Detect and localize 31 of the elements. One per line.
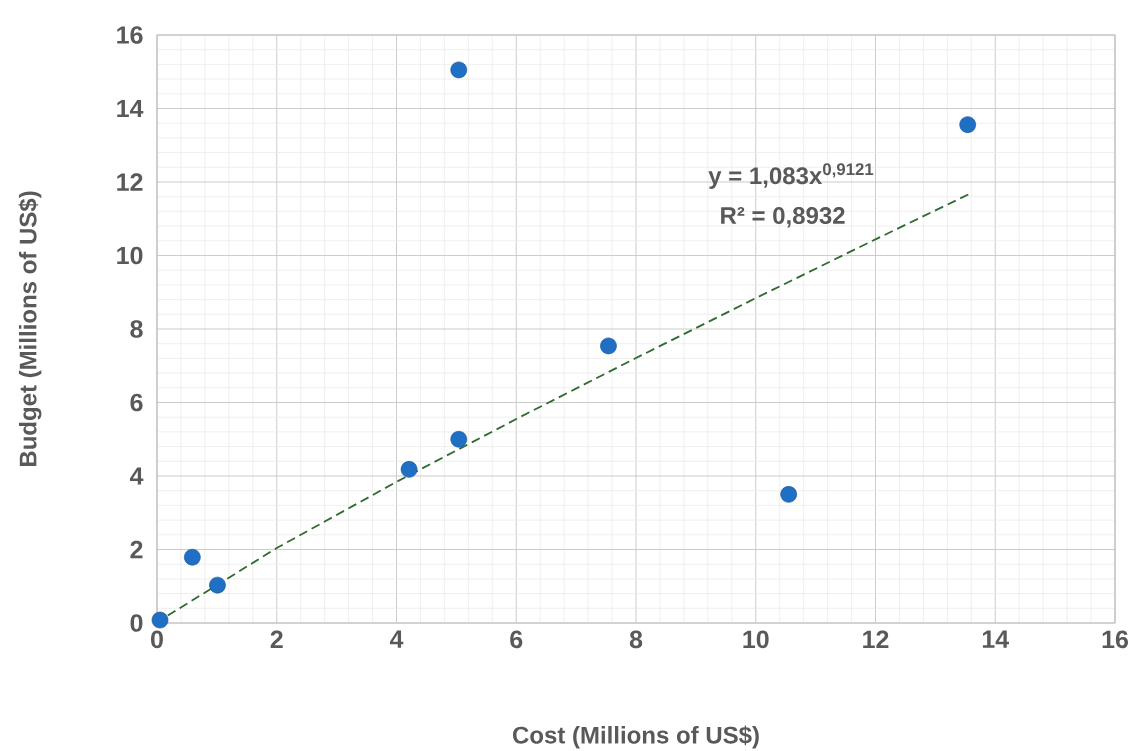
x-tick-label: 6 xyxy=(510,630,523,649)
x-tick-label: 2 xyxy=(270,630,283,648)
point xyxy=(209,576,226,594)
x-tick-label: 0 xyxy=(151,630,163,649)
x-tick-label: 12 xyxy=(863,630,889,648)
x-tick-label: 8 xyxy=(629,630,643,649)
point xyxy=(780,486,797,503)
point xyxy=(184,548,201,566)
y-tick-label: 2 xyxy=(130,540,143,559)
y-tick-label: 6 xyxy=(130,393,143,412)
point xyxy=(600,337,617,355)
x-tick-label: 14 xyxy=(982,630,1010,648)
x-axis-title: Cost (Millions of US$) xyxy=(513,725,759,749)
point xyxy=(400,461,418,478)
annotation: R² = 0,8932 xyxy=(721,207,845,228)
x-tick-label: 10 xyxy=(743,630,769,649)
x-tick-label: 16 xyxy=(1102,630,1128,649)
y-tick-label: 4 xyxy=(129,467,144,485)
y-tick-label: 10 xyxy=(117,246,143,265)
point xyxy=(450,61,468,79)
annotation: y = 1,083x$^{0,9121}$ xyxy=(708,163,874,189)
y-tick-label: 14 xyxy=(117,99,144,118)
y-tick-label: 0 xyxy=(130,614,143,632)
y-axis-title: Budget (Millions of US$) xyxy=(18,191,42,467)
point xyxy=(450,430,468,448)
point xyxy=(959,116,977,133)
y-tick-label: 12 xyxy=(117,173,143,191)
y-tick-label: 8 xyxy=(130,320,143,338)
y-tick-label: 16 xyxy=(117,26,143,44)
point xyxy=(151,611,169,629)
x-tick-label: 4 xyxy=(389,630,404,648)
